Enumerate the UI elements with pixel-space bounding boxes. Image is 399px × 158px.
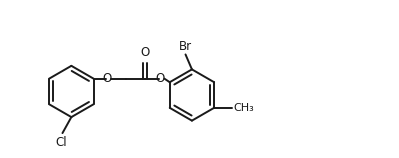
Text: Cl: Cl xyxy=(55,136,67,149)
Text: CH₃: CH₃ xyxy=(233,103,254,113)
Text: O: O xyxy=(103,72,112,85)
Text: O: O xyxy=(140,46,150,59)
Text: O: O xyxy=(156,72,165,85)
Text: Br: Br xyxy=(179,40,192,53)
